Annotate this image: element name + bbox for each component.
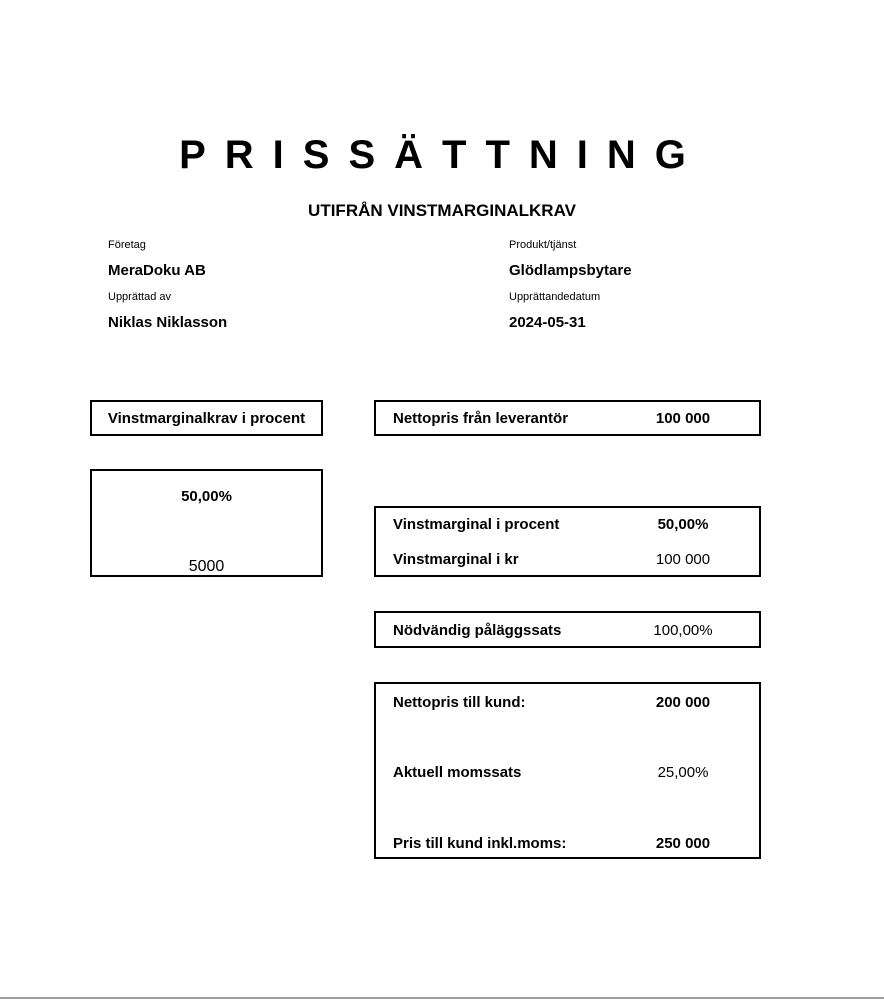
markup-value: 100,00%: [653, 622, 713, 639]
net-supplier-box: Nettopris från leverantör 100 000: [374, 400, 761, 436]
markup-label: Nödvändig påläggssats: [393, 622, 562, 639]
date-value: 2024-05-31: [509, 314, 586, 331]
page-bottom-divider: [0, 997, 884, 999]
margin-pct-label: Vinstmarginal i procent: [393, 516, 560, 533]
author-value: Niklas Niklasson: [108, 314, 228, 331]
net-supplier-label: Nettopris från leverantör: [393, 410, 569, 427]
company-value: MeraDoku AB: [108, 262, 206, 279]
page-title: PRISSÄTTNING: [179, 133, 705, 177]
author-label: Upprättad av: [108, 291, 171, 303]
requirement-amount: 5000: [188, 558, 225, 575]
product-label: Produkt/tjänst: [509, 239, 577, 251]
margin-kr-label: Vinstmarginal i kr: [393, 551, 519, 568]
markup-box: Nödvändig påläggssats 100,00%: [374, 611, 761, 648]
price-incl-label: Pris till kund inkl.moms:: [393, 835, 567, 852]
net-supplier-value: 100 000: [655, 410, 711, 427]
company-label: Företag: [108, 239, 146, 251]
product-value: Glödlampsbytare: [509, 262, 632, 279]
date-label: Upprättandedatum: [509, 291, 601, 303]
margin-pct-value: 50,00%: [657, 516, 709, 533]
margin-kr-value: 100 000: [655, 551, 711, 568]
price-incl-value: 250 000: [655, 835, 711, 852]
net-customer-value: 200 000: [655, 694, 711, 711]
requirement-value: 50,00%: [181, 488, 232, 505]
requirement-label-box: Vinstmarginalkrav i procent: [90, 400, 323, 436]
requirement-value-box: 50,00% 5000: [90, 469, 323, 577]
customer-price-box: Nettopris till kund: 200 000 Aktuell mom…: [374, 682, 761, 859]
requirement-label: Vinstmarginalkrav i procent: [107, 410, 306, 427]
vat-value: 25,00%: [657, 764, 709, 781]
vat-label: Aktuell momssats: [393, 764, 522, 781]
margin-box: Vinstmarginal i procent 50,00% Vinstmarg…: [374, 506, 761, 577]
net-customer-label: Nettopris till kund:: [393, 694, 526, 711]
page-subtitle: UTIFRÅN VINSTMARGINALKRAV: [308, 201, 576, 220]
